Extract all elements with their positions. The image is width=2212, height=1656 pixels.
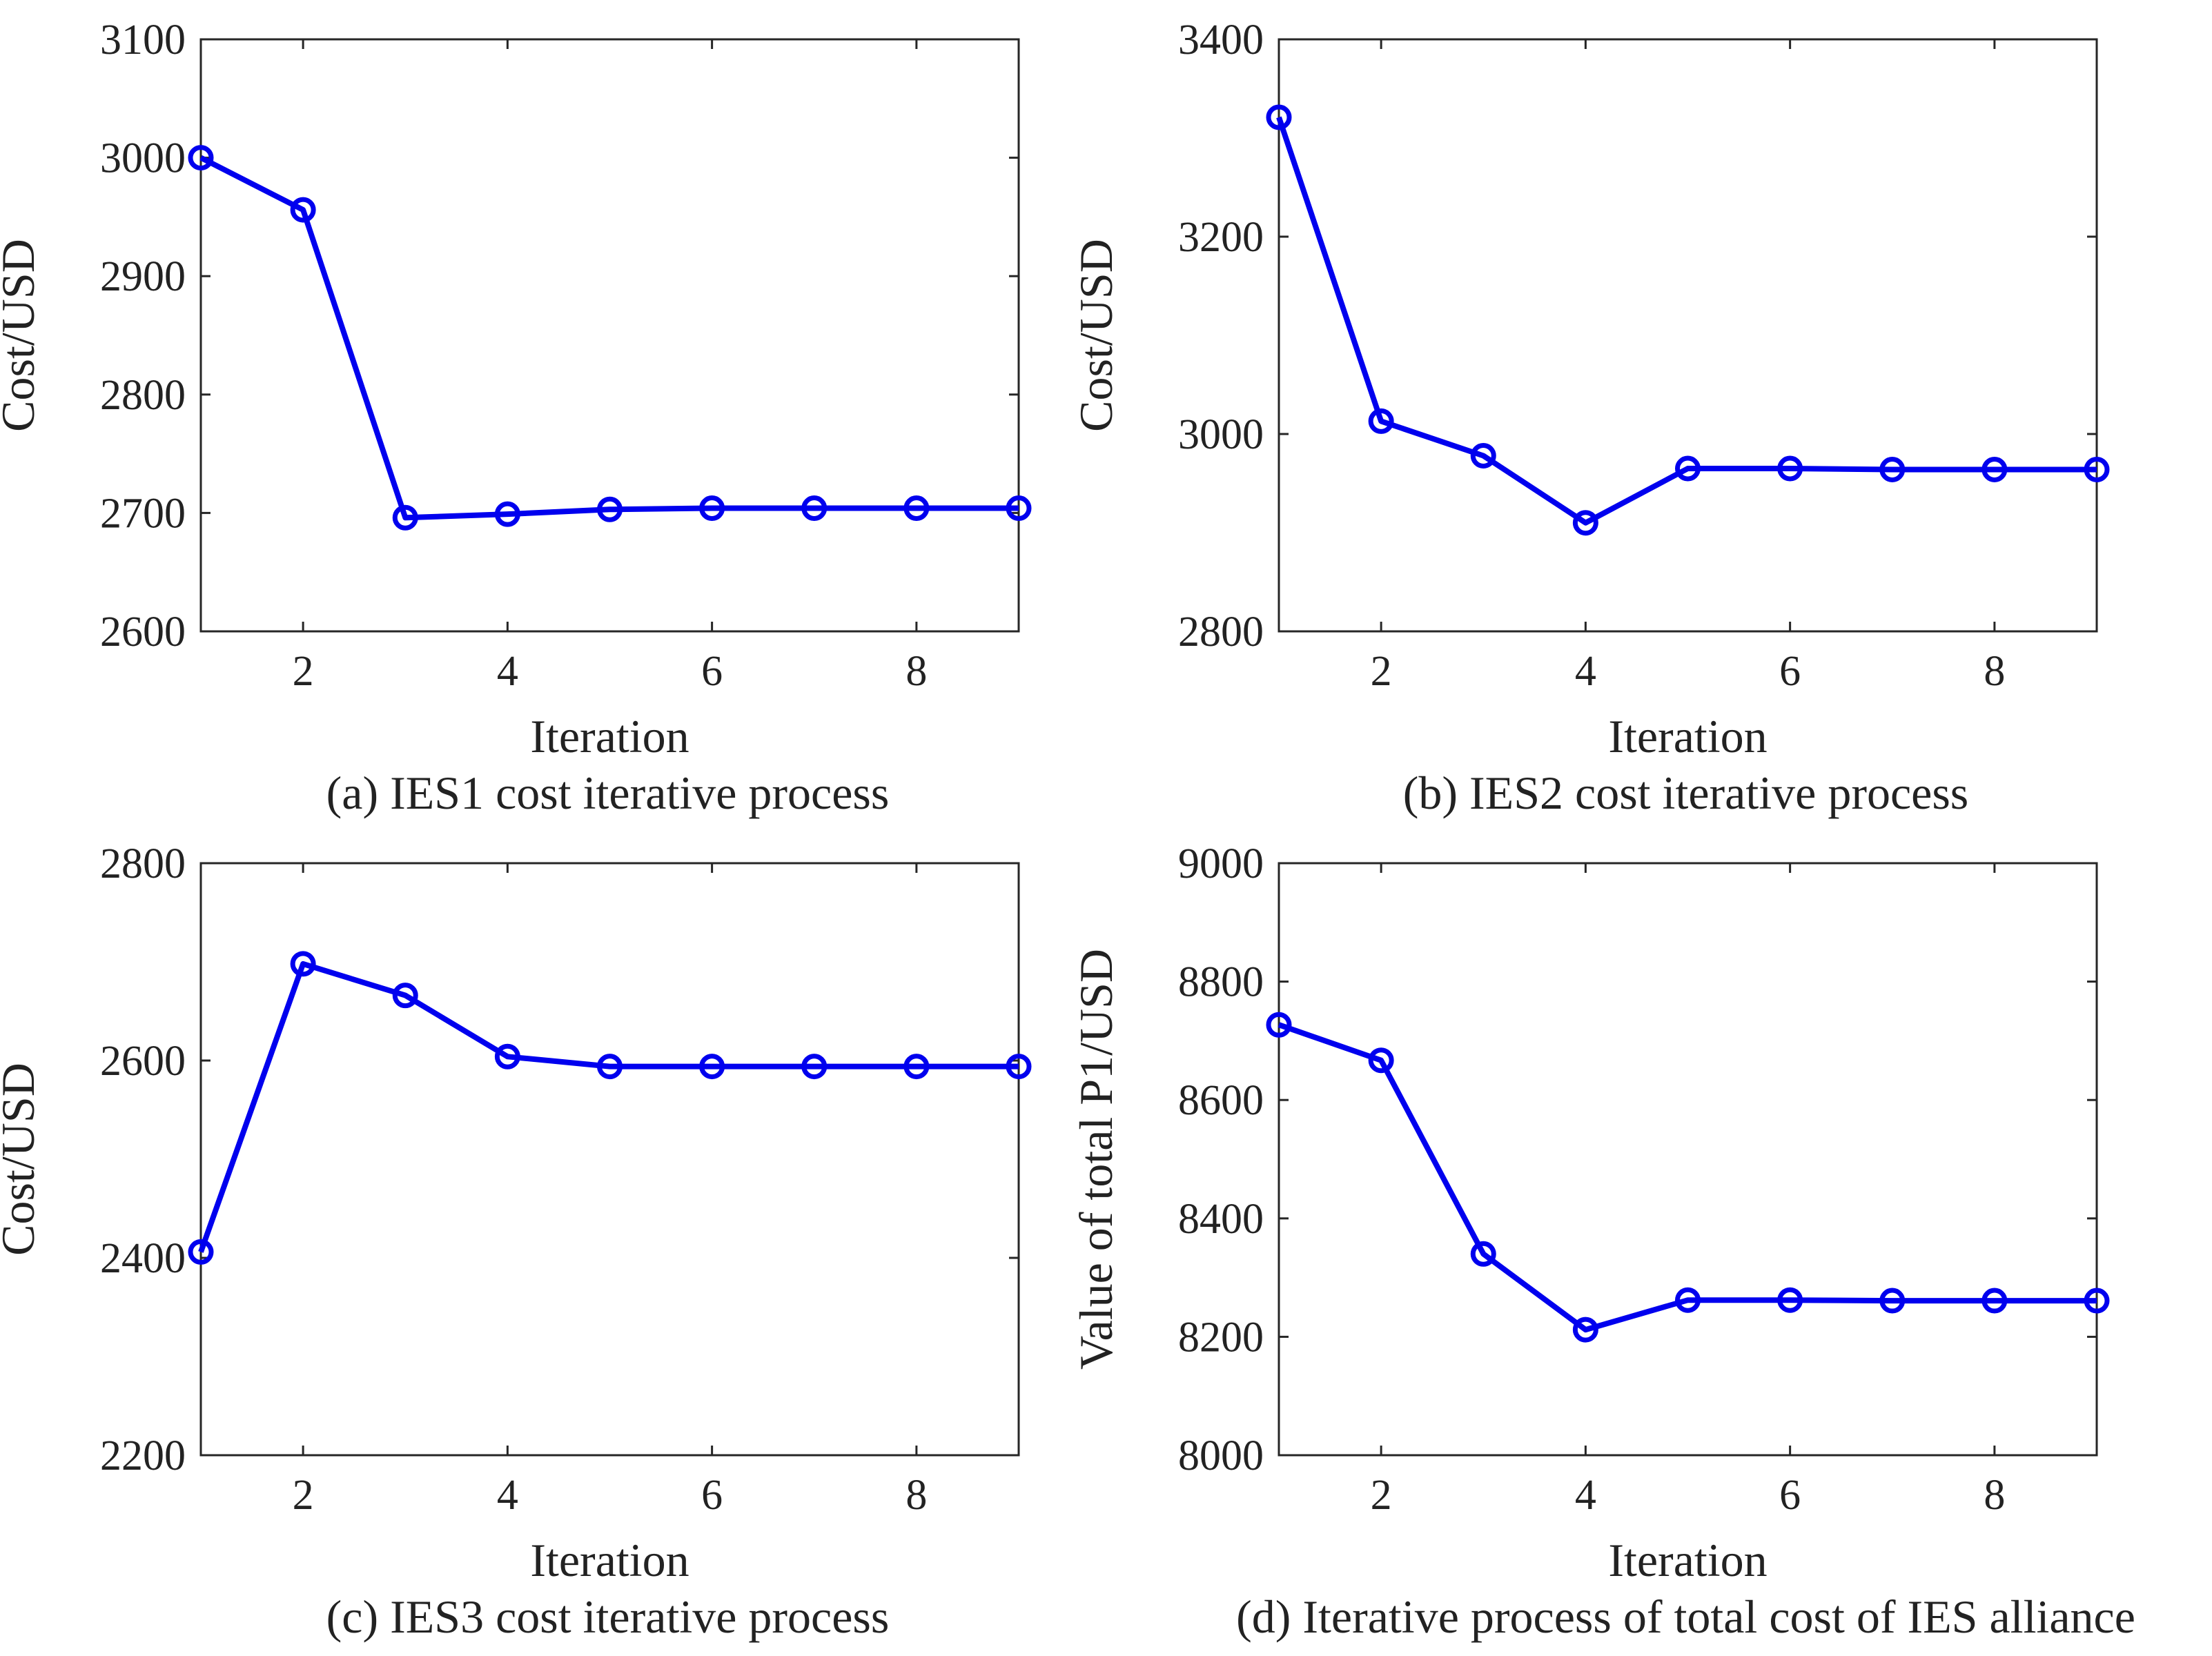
y-tick-label: 3100 [100, 17, 186, 63]
data-point [699, 1054, 725, 1080]
data-point [392, 983, 418, 1009]
x-axis-label: Iteration [530, 1534, 689, 1586]
x-tick-label: 2 [293, 1472, 314, 1519]
y-tick-label: 8600 [1178, 1077, 1264, 1124]
y-tick-label: 8000 [1178, 1432, 1264, 1479]
data-point [1675, 1287, 1701, 1313]
data-point [903, 495, 930, 522]
data-point [1266, 1012, 1292, 1038]
y-tick-label: 3000 [1178, 411, 1264, 458]
x-tick-label: 4 [1575, 1472, 1596, 1519]
y-axis-label: Cost/USD [1070, 239, 1122, 432]
x-tick-label: 4 [497, 648, 518, 695]
data-point [597, 1054, 623, 1080]
x-tick-label: 2 [293, 648, 314, 695]
series-line [1278, 1022, 2097, 1333]
y-tick-label: 2600 [100, 1038, 186, 1085]
panel-2: 2 4 6 8 2800 3000 3200 3400 Iteration Cost/USD (b)… [1070, 17, 2110, 819]
data-point [290, 951, 316, 977]
data-point [1879, 456, 1906, 482]
panel-caption: (b) IES2 cost iterative process [1403, 767, 1969, 819]
x-tick-label: 8 [1984, 1472, 2005, 1519]
x-tick-label: 4 [1575, 648, 1596, 695]
y-tick-label: 2800 [100, 840, 186, 887]
y-tick-label: 8200 [1178, 1314, 1264, 1361]
x-tick-label: 4 [497, 1472, 518, 1519]
series-line [1276, 116, 2097, 526]
panel-caption: (d) Iterative process of total cost of I… [1236, 1590, 2135, 1643]
y-tick-label: 3200 [1178, 214, 1264, 261]
y-tick-label: 2400 [100, 1235, 186, 1282]
y-tick-label: 3000 [100, 135, 186, 182]
plot-frame [199, 38, 1020, 633]
x-tick-label: 8 [906, 1472, 927, 1519]
data-point [1572, 510, 1598, 536]
x-tick-label: 8 [1984, 648, 2005, 695]
data-point [1266, 104, 1292, 130]
data-point [494, 1043, 520, 1070]
x-tick-label: 6 [701, 648, 723, 695]
data-point [1777, 1287, 1803, 1313]
x-axis-label: Iteration [1608, 710, 1767, 762]
x-axis-label: Iteration [530, 710, 689, 762]
series-line [199, 155, 1019, 521]
plot-frame [1278, 862, 2098, 1457]
x-axis-label: Iteration [1608, 1534, 1767, 1586]
data-point [1572, 1317, 1598, 1343]
x-tick-label: 8 [906, 648, 927, 695]
panel-1: 2 4 6 8 2600 2700 2800 2900 3000 3100 Iteration Cos… [0, 17, 1032, 819]
data-point [1470, 442, 1496, 469]
data-point [597, 496, 623, 522]
panel-caption: (c) IES3 cost iterative process [326, 1590, 890, 1643]
panel-3: 2 4 6 8 2200 2400 2600 2800 Iteration Cost/USD (c)… [0, 840, 1032, 1643]
x-tick-label: 6 [701, 1472, 723, 1519]
y-tick-label: 8400 [1178, 1196, 1264, 1243]
data-point [2084, 456, 2110, 482]
y-tick-label: 2700 [100, 490, 186, 537]
y-tick-label: 2200 [100, 1432, 186, 1479]
x-tick-label: 6 [1779, 1472, 1801, 1519]
y-tick-label: 2800 [100, 372, 186, 419]
data-point [290, 197, 316, 223]
data-point [1981, 456, 2008, 482]
y-tick-label: 3400 [1178, 17, 1264, 63]
data-point [1006, 495, 1032, 522]
data-point [801, 1054, 828, 1080]
y-tick-label: 2600 [100, 609, 186, 656]
data-point [1470, 1241, 1496, 1267]
plot-frame [1278, 38, 2098, 633]
y-tick-label: 2900 [100, 253, 186, 300]
data-point [2084, 1288, 2110, 1314]
panel-caption: (a) IES1 cost iterative process [326, 767, 890, 819]
data-point [1981, 1288, 2008, 1314]
data-point [188, 145, 214, 171]
x-tick-label: 2 [1371, 648, 1392, 695]
data-point [494, 501, 520, 527]
y-tick-label: 2800 [1178, 609, 1264, 656]
data-point [1006, 1054, 1032, 1080]
y-axis-label: Cost/USD [0, 239, 44, 432]
data-point [903, 1054, 930, 1080]
y-tick-label: 8800 [1178, 959, 1264, 1006]
y-axis-label: Cost/USD [0, 1063, 44, 1256]
data-point [392, 504, 418, 531]
data-point [1675, 455, 1701, 482]
y-axis-label: Value of total P1/USD [1070, 949, 1122, 1370]
panel-4: 2 4 6 8 8000 8200 8400 8600 8800 9000 Iteration Val… [1070, 840, 2135, 1643]
x-tick-label: 2 [1371, 1472, 1392, 1519]
series-line [198, 960, 1019, 1253]
data-point [188, 1239, 214, 1265]
y-tick-label: 9000 [1178, 840, 1264, 887]
data-point [699, 495, 725, 522]
plot-frame [199, 862, 1020, 1457]
x-tick-label: 6 [1779, 648, 1801, 695]
data-point [1879, 1288, 1906, 1314]
data-point [1777, 455, 1803, 482]
data-point [1368, 1047, 1394, 1074]
data-point [801, 495, 828, 522]
data-point [1368, 408, 1394, 434]
